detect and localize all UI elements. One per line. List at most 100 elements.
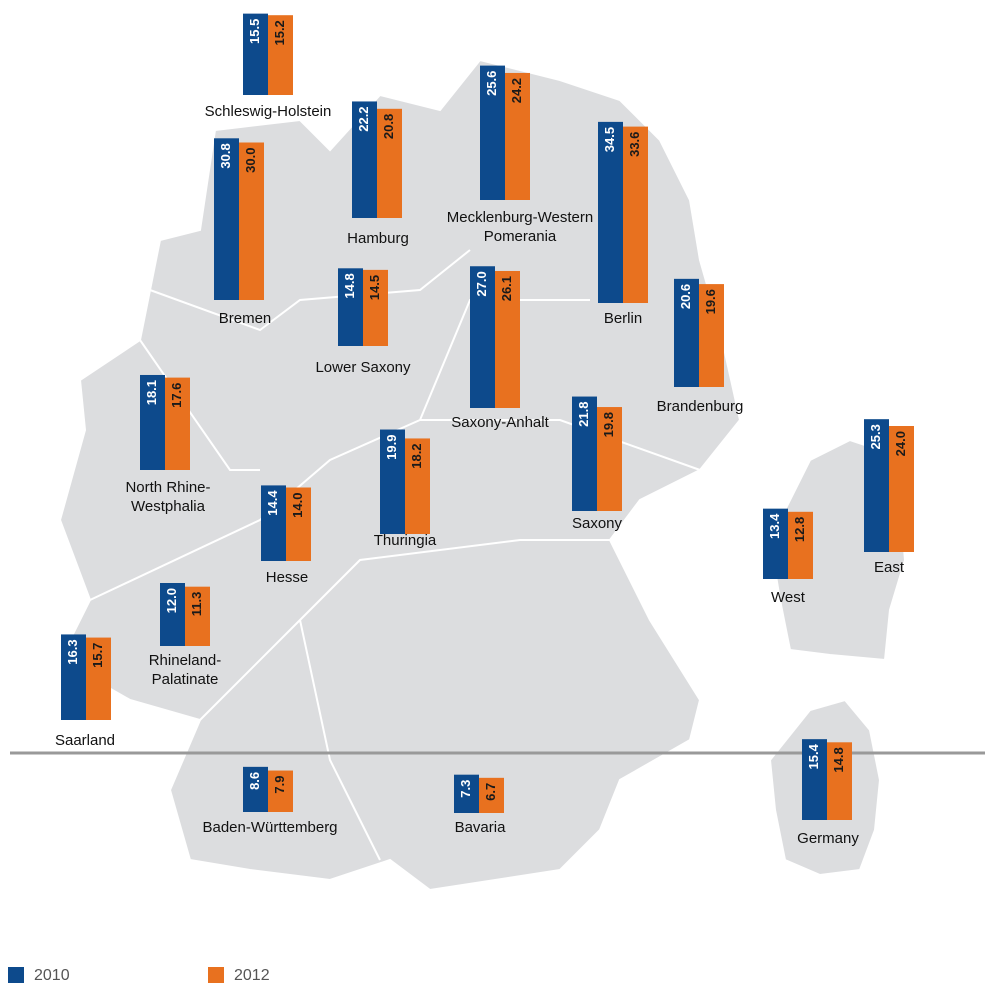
value-label: 14.8	[831, 747, 846, 772]
value-label: 14.5	[367, 275, 382, 300]
bar	[699, 284, 724, 387]
bar	[61, 634, 86, 720]
region-label: West	[771, 589, 805, 606]
bar	[363, 269, 388, 346]
bar	[827, 742, 852, 820]
bar	[889, 426, 914, 552]
bar	[380, 429, 405, 534]
value-label: 6.7	[483, 783, 498, 801]
value-label: 25.3	[868, 424, 883, 449]
value-label: 30.0	[243, 148, 258, 173]
value-label: 7.9	[272, 776, 287, 794]
bar	[802, 739, 827, 820]
value-label: 12.8	[792, 517, 807, 542]
value-label: 19.9	[384, 435, 399, 460]
region-label: Hamburg	[347, 230, 409, 247]
value-label: 11.3	[189, 592, 204, 617]
value-label: 18.2	[409, 443, 424, 468]
bar	[505, 72, 530, 200]
legend-swatch	[8, 967, 24, 983]
legend-swatch	[208, 967, 224, 983]
value-label: 33.6	[627, 132, 642, 157]
value-label: 16.3	[65, 639, 80, 664]
value-label: 22.2	[356, 106, 371, 131]
region-label: North Rhine-Westphalia	[125, 479, 211, 515]
bar	[377, 108, 402, 218]
value-label: 21.8	[576, 402, 591, 427]
value-label: 7.3	[458, 780, 473, 798]
region-label: Hesse	[265, 569, 309, 586]
bar	[495, 270, 520, 408]
value-label: 18.1	[144, 380, 159, 405]
bar	[243, 766, 268, 812]
region-label: Berlin	[603, 310, 643, 327]
bar	[185, 586, 210, 646]
bar	[479, 777, 504, 813]
bar	[454, 774, 479, 813]
value-label: 17.6	[169, 383, 184, 408]
region-label: Rhineland-Palatinate	[148, 652, 222, 688]
region-label: Bremen	[218, 310, 272, 327]
region-label: Baden-Württemberg	[202, 819, 338, 836]
region-label: Saxony-Anhalt	[451, 414, 549, 431]
value-label: 26.1	[499, 276, 514, 301]
bar	[338, 268, 363, 346]
value-label: 8.6	[247, 772, 262, 790]
value-label: 12.0	[164, 588, 179, 613]
region-label: Schleswig-Holstein	[204, 103, 332, 120]
bar	[352, 101, 377, 218]
region-label: Brandenburg	[656, 398, 744, 415]
value-label: 24.2	[509, 78, 524, 103]
bar	[623, 126, 648, 303]
region-label: Bavaria	[454, 819, 506, 836]
bar	[674, 278, 699, 387]
region-label: Lower Saxony	[315, 359, 411, 376]
region-label: Germany	[797, 830, 859, 847]
value-label: 25.6	[484, 71, 499, 96]
region-label: Saarland	[54, 732, 116, 749]
value-label: 27.0	[474, 271, 489, 296]
legend-label: 2010	[34, 967, 70, 984]
bar	[405, 438, 430, 534]
value-label: 19.6	[703, 289, 718, 314]
value-label: 13.4	[767, 513, 782, 539]
bar	[268, 15, 293, 96]
value-label: 20.6	[678, 284, 693, 309]
bar	[140, 374, 165, 470]
bar	[239, 142, 264, 300]
bar	[243, 13, 268, 95]
value-label: 19.8	[601, 412, 616, 437]
bar	[165, 377, 190, 470]
bar	[597, 407, 622, 511]
value-label: 24.0	[893, 431, 908, 456]
bar	[480, 65, 505, 200]
bar	[268, 770, 293, 812]
bar	[598, 121, 623, 303]
value-label: 15.4	[806, 743, 821, 769]
value-label: 30.8	[218, 143, 233, 168]
legend-label: 2012	[234, 967, 270, 984]
state-border	[89, 249, 701, 861]
bar	[763, 508, 788, 579]
value-label: 15.7	[90, 643, 105, 668]
bar	[160, 583, 185, 646]
bar	[864, 419, 889, 552]
bar	[572, 396, 597, 511]
bar	[286, 487, 311, 561]
value-label: 14.0	[290, 493, 305, 518]
value-label: 20.8	[381, 114, 396, 139]
bar	[261, 485, 286, 561]
value-label: 14.8	[342, 273, 357, 298]
bar	[214, 138, 239, 300]
value-label: 34.5	[602, 127, 617, 152]
region-label: Thuringia	[373, 532, 437, 549]
bar	[470, 266, 495, 408]
bar	[86, 637, 111, 720]
value-label: 15.5	[247, 19, 262, 44]
value-label: 14.4	[265, 490, 280, 516]
bar	[788, 511, 813, 579]
region-label: Mecklenburg-Western Pomerania	[446, 209, 594, 245]
region-label: East	[873, 559, 904, 576]
